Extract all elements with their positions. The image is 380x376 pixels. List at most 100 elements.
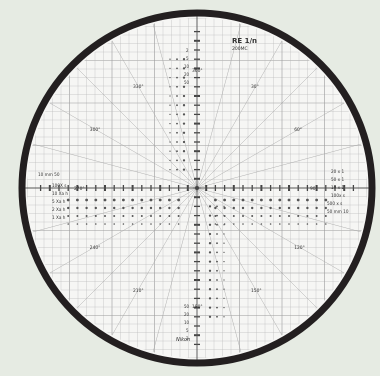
- target-dot: [159, 223, 161, 225]
- target-dot: [176, 122, 178, 125]
- radial-label: 150°: [251, 288, 262, 294]
- right-scale-line: 50 mm 10: [327, 209, 349, 214]
- radial-label: 240°: [90, 245, 101, 251]
- target-dot: [176, 85, 178, 88]
- target-dot: [287, 198, 291, 202]
- target-dot: [223, 316, 225, 318]
- target-dot: [306, 215, 309, 217]
- left-scale-line: 1 Xa h: [52, 215, 66, 220]
- target-dot: [297, 206, 300, 210]
- right-scale-line: 500 x s: [327, 201, 342, 206]
- target-dot: [182, 67, 186, 70]
- target-dot: [208, 223, 212, 226]
- target-dot: [208, 242, 212, 245]
- target-dot: [176, 58, 178, 61]
- target-dot: [177, 206, 180, 210]
- target-dot: [122, 223, 125, 225]
- radial-label: 360°: [192, 68, 203, 74]
- target-dot: [278, 206, 281, 210]
- target-dot: [232, 215, 235, 217]
- target-dot: [169, 159, 171, 162]
- scale-labels: RE 1/n 200MC Nikon 10 mm 50 100X s 10 Xa…: [38, 37, 349, 343]
- target-dot: [85, 206, 88, 210]
- target-dot: [94, 206, 98, 210]
- target-dot: [325, 223, 327, 225]
- target-dot: [214, 206, 217, 210]
- target-dot: [149, 206, 153, 210]
- target-dot: [214, 223, 217, 225]
- target-dot: [269, 198, 272, 202]
- target-dot: [315, 206, 318, 210]
- radial-angle-labels: 30° 60° 90° 120° 150° 180° 210° 240° 270…: [74, 68, 318, 310]
- target-dot: [296, 198, 300, 202]
- target-dot: [216, 251, 218, 254]
- target-dot: [208, 232, 212, 236]
- target-dot: [131, 206, 134, 210]
- target-dot: [176, 67, 178, 70]
- target-dot: [216, 260, 218, 263]
- target-dot: [169, 141, 171, 143]
- bottom-scale-line: 50: [184, 304, 190, 309]
- radial-label: 330°: [133, 84, 144, 90]
- target-dot: [182, 168, 186, 171]
- target-dot: [208, 269, 212, 272]
- target-dot: [122, 206, 125, 210]
- target-dot: [182, 131, 186, 134]
- target-dot: [76, 198, 79, 202]
- target-dot: [250, 198, 254, 202]
- radial-label: 90°: [310, 186, 318, 192]
- target-dot: [177, 198, 181, 202]
- radial-label: 120°: [294, 245, 305, 251]
- target-dot: [150, 215, 152, 217]
- bottom-scale-line: 10: [184, 320, 190, 325]
- maker-logo: Nikon: [176, 337, 190, 343]
- left-scale-line: 10 mm 50: [38, 172, 60, 177]
- target-dot: [176, 95, 178, 97]
- target-dot: [216, 233, 218, 235]
- target-dot: [324, 215, 327, 217]
- target-dot: [223, 251, 225, 254]
- target-dot: [176, 131, 178, 134]
- target-dot: [176, 159, 178, 162]
- target-dot: [169, 113, 171, 116]
- target-dot: [131, 198, 135, 202]
- target-dot: [306, 198, 309, 202]
- target-dot: [216, 288, 218, 291]
- target-dot: [269, 215, 272, 217]
- target-dot: [159, 215, 162, 217]
- target-dot: [260, 206, 263, 210]
- target-dot: [182, 76, 186, 79]
- target-dot: [94, 215, 97, 217]
- target-dot: [169, 122, 171, 125]
- target-dot: [94, 198, 98, 202]
- target-dot: [176, 168, 178, 171]
- target-dot: [76, 223, 79, 225]
- right-scale-line: 50 x 1: [331, 177, 344, 182]
- target-dot: [208, 315, 212, 318]
- target-dot: [208, 205, 212, 208]
- target-dot: [169, 95, 171, 97]
- target-dot: [176, 150, 178, 153]
- left-scale-line: 100X s: [52, 183, 66, 188]
- radial-label: 300°: [90, 127, 101, 133]
- left-scale-line: 5 Xa h: [52, 199, 66, 204]
- target-dot: [182, 104, 186, 107]
- target-dot: [169, 76, 171, 79]
- target-dot: [103, 198, 107, 202]
- target-dot: [169, 58, 171, 60]
- target-dot: [216, 205, 218, 208]
- target-dot: [287, 206, 291, 210]
- target-dot: [223, 198, 227, 202]
- target-dot: [169, 168, 171, 171]
- right-scale-line: 100x s: [331, 193, 345, 198]
- target-dot: [182, 94, 186, 98]
- target-dot: [208, 214, 212, 217]
- top-scale-labels: 2 5 10 20 50: [184, 48, 190, 85]
- target-dot: [223, 206, 226, 210]
- target-dot: [241, 206, 245, 210]
- target-dot: [306, 206, 309, 210]
- target-dot: [95, 223, 97, 225]
- target-dot: [216, 223, 218, 226]
- radial-label: 210°: [133, 288, 144, 294]
- left-scale-labels: 10 mm 50 100X s 10 Xa h 5 Xa h 2 Xa h 1 …: [38, 172, 68, 220]
